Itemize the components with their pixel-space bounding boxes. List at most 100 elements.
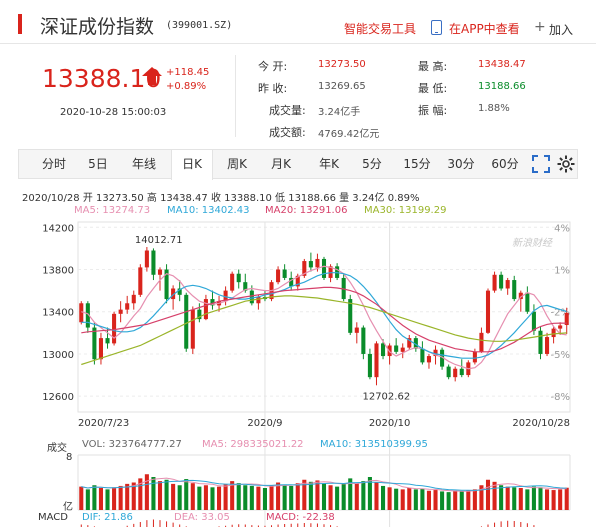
tab-monthly-k[interactable]: 月K <box>271 157 291 171</box>
title-accent-bar <box>18 14 22 34</box>
ma10-line <box>81 272 567 359</box>
prev-close-label: 昨 收: <box>258 82 288 95</box>
volume-bar <box>243 485 248 510</box>
macd-bar <box>225 525 227 527</box>
macd-bar <box>303 523 305 527</box>
candle-body <box>367 353 372 378</box>
ma30-legend: MA30: 13199.29 <box>364 205 447 216</box>
vol-value: VOL: 323764777.27 <box>82 439 182 450</box>
candle-body <box>276 269 281 283</box>
candle-body <box>420 348 425 363</box>
volume-bar <box>321 483 327 510</box>
tab-30min[interactable]: 30分 <box>447 157 475 171</box>
volume-bar <box>256 486 261 510</box>
candle-body <box>164 269 169 300</box>
candle-body <box>302 261 307 276</box>
volume-bar <box>184 479 189 510</box>
volume-bar <box>426 490 431 510</box>
price-change-block: +118.45 +0.89% <box>166 66 209 94</box>
vol-ma5: MA5: 298335021.22 <box>202 439 304 450</box>
volume-bar <box>512 487 517 510</box>
y-tick-label: 13000 <box>42 350 74 361</box>
tab-5min[interactable]: 5分 <box>362 157 382 171</box>
ma20-legend: MA20: 13291.06 <box>265 205 348 216</box>
volume-bar <box>118 485 123 510</box>
open-in-app-link[interactable]: 在APP中查看 <box>449 22 520 36</box>
tab-weekly-k[interactable]: 周K <box>227 157 247 171</box>
candle-body <box>472 351 477 363</box>
volume-bar <box>374 482 379 510</box>
tab-15min[interactable]: 15分 <box>403 157 431 171</box>
volume-section-label: 成交 <box>47 443 67 454</box>
high-label: 最 高: <box>418 60 448 73</box>
candle-body <box>308 261 313 268</box>
volume-bar <box>230 481 235 510</box>
candle-body <box>354 327 359 333</box>
candle-body <box>151 250 156 275</box>
volume-bar <box>138 478 143 510</box>
candle-body <box>184 294 189 349</box>
candle-body <box>230 273 235 291</box>
up-arrow-icon <box>142 67 162 85</box>
volume-bar <box>466 490 471 510</box>
volume-bar <box>112 487 117 510</box>
tab-year-line[interactable]: 年线 <box>131 157 156 171</box>
candle-body <box>348 299 353 333</box>
candle-body <box>492 274 497 291</box>
candle-body <box>433 349 438 357</box>
candle-body <box>564 312 569 326</box>
candle-body <box>499 274 504 289</box>
gear-icon[interactable] <box>557 155 575 173</box>
macd-bar <box>126 525 128 527</box>
pct-tick-label: 4% <box>554 223 570 234</box>
plus-icon[interactable]: + <box>534 19 546 35</box>
smart-trade-tool-link[interactable]: 智能交易工具 <box>344 22 417 36</box>
candle-body <box>197 309 202 320</box>
tab-intraday[interactable]: 分时 <box>41 157 66 171</box>
candle-body <box>479 332 484 352</box>
macd-bar <box>513 521 515 527</box>
macd-bar <box>166 521 168 527</box>
macd-bar <box>80 524 82 527</box>
divider <box>235 55 236 137</box>
macd-bar <box>526 523 528 527</box>
add-to-watchlist-button[interactable]: 加入 <box>549 23 574 37</box>
macd-bar <box>507 520 509 527</box>
candle-body <box>256 296 261 304</box>
tab-daily-k[interactable]: 日K <box>171 150 213 180</box>
volume-bar <box>105 489 110 510</box>
macd-bar <box>284 524 286 527</box>
macd-bar <box>330 525 332 527</box>
tab-60min[interactable]: 60分 <box>491 157 519 171</box>
candle-body <box>98 338 103 360</box>
candle-body <box>512 280 517 300</box>
tab-5day[interactable]: 5日 <box>88 157 108 171</box>
volume-bar <box>328 485 333 510</box>
volume-bar <box>171 483 176 510</box>
macd-bar <box>520 522 522 527</box>
volume-bar <box>453 490 458 510</box>
candle-body <box>426 356 431 363</box>
fullscreen-icon[interactable] <box>532 155 550 173</box>
macd-bar <box>310 523 312 527</box>
x-tick-label: 2020/10 <box>369 418 411 429</box>
volume-bar <box>249 485 254 510</box>
ma10-legend: MA10: 13402.43 <box>167 205 250 216</box>
ma30-line <box>81 295 567 366</box>
macd-bar <box>152 519 154 527</box>
volume-bar <box>413 489 418 510</box>
tab-yearly-k[interactable]: 年K <box>319 157 339 171</box>
candle-body <box>558 325 563 329</box>
volume-bar <box>203 485 208 510</box>
ma20-line <box>81 286 567 353</box>
volume-bar <box>558 489 563 510</box>
volume-bar <box>400 489 405 510</box>
candle-body <box>138 267 143 295</box>
candle-body <box>243 282 248 291</box>
volume-bar <box>308 481 313 510</box>
watermark-text: 新浪财经 <box>512 237 553 249</box>
volume-bar <box>223 484 228 510</box>
vol-top-label: 8 <box>66 452 73 463</box>
volume-bar <box>92 485 97 510</box>
